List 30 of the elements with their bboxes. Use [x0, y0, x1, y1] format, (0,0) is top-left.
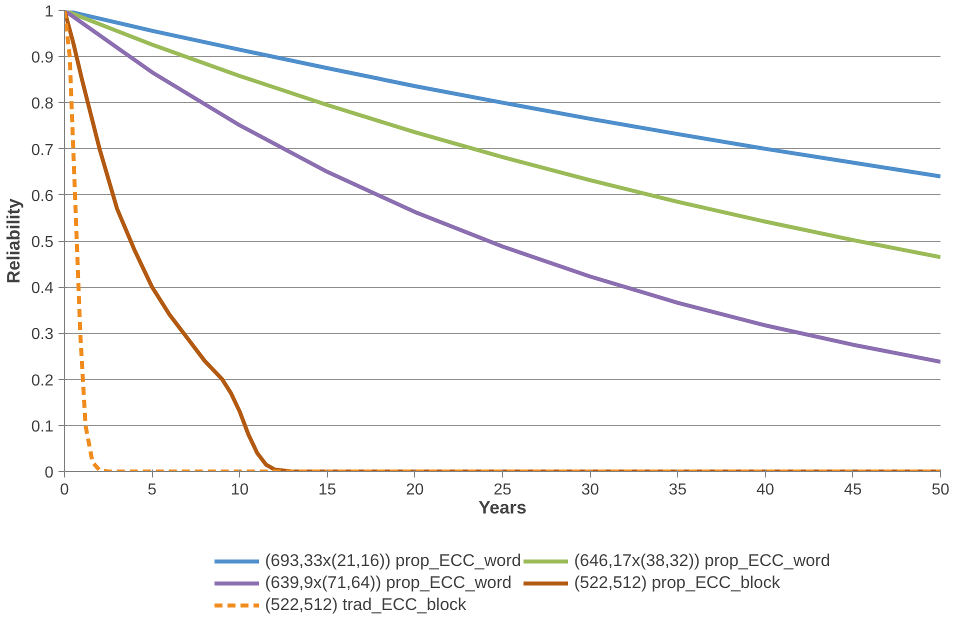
y-tick-label: 0.6	[31, 188, 54, 205]
x-tick-label: 50	[932, 482, 950, 498]
y-tick-label: 0.9	[31, 50, 54, 67]
y-tick-label: 0.8	[31, 96, 54, 113]
x-tick-label: 30	[581, 482, 600, 498]
y-tick-label: 0.4	[31, 280, 54, 298]
x-tick-label: 15	[318, 482, 336, 498]
x-axis-title: Years	[478, 498, 527, 518]
legend-label: (693,33x(21,16)) prop_ECC_word	[265, 551, 522, 571]
legend-label: (522,512) trad_ECC_block	[265, 595, 466, 615]
legend-label: (639,9x(71,64)) prop_ECC_word	[265, 573, 512, 593]
x-tick-label: 0	[60, 482, 70, 498]
y-tick-label: 0.3	[31, 326, 54, 344]
legend-label: (646,17x(38,32)) prop_ECC_word	[574, 551, 830, 571]
y-tick-label: 0.7	[31, 142, 54, 159]
x-tick-label: 5	[148, 482, 157, 498]
line-series	[64, 10, 940, 364]
y-tick-label: 1	[44, 4, 54, 20]
y-tick-label: 0	[44, 464, 54, 482]
x-tick-label: 20	[406, 482, 424, 498]
y-tick-label: 0.2	[31, 372, 54, 390]
x-tick-label: 10	[230, 482, 249, 498]
x-tick-label: 45	[844, 482, 862, 498]
y-tick-label: 0.1	[31, 418, 54, 436]
y-tick-label: 0.5	[31, 234, 54, 251]
x-tick-label: 25	[494, 482, 512, 498]
x-tick-label: 40	[756, 482, 774, 498]
legend-label: (522,512) prop_ECC_block	[574, 573, 780, 593]
x-tick-label: 35	[668, 482, 687, 498]
y-axis-title: Reliability	[3, 198, 24, 284]
